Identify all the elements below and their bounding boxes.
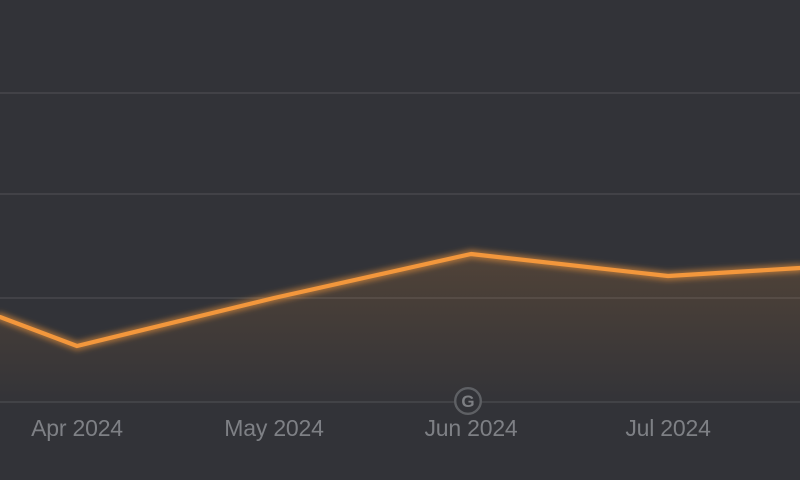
google-badge: G [453, 386, 483, 416]
area-fill [0, 254, 800, 408]
google-logo-icon: G [461, 392, 474, 411]
price-line [0, 251, 800, 349]
google-badge-circle [453, 386, 483, 416]
